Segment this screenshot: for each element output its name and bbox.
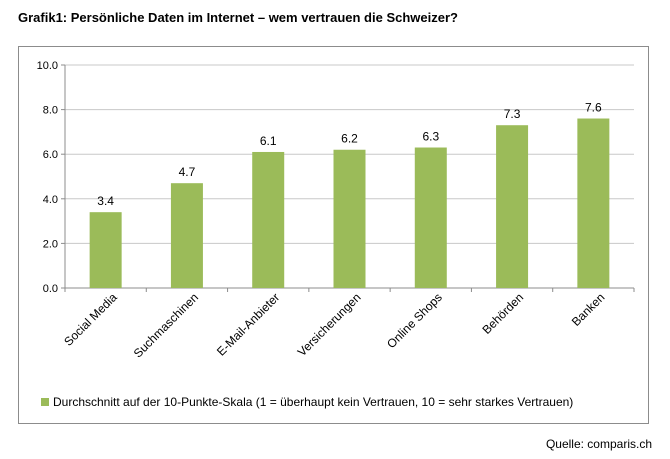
data-label: 4.7 — [179, 165, 196, 179]
y-tick-label: 10.0 — [37, 60, 58, 72]
chart-title: Grafik1: Persönliche Daten im Internet –… — [18, 10, 458, 25]
y-tick-label: 6.0 — [43, 149, 58, 161]
y-tick-label: 4.0 — [43, 194, 58, 206]
x-tick-label: E-Mail-Anbieter — [214, 290, 282, 358]
bar — [170, 183, 203, 288]
source-note: Quelle: comparis.ch — [545, 437, 652, 451]
y-tick-label: 8.0 — [43, 105, 58, 117]
bar — [252, 151, 285, 288]
data-label: 6.3 — [422, 130, 439, 144]
data-label: 3.4 — [97, 194, 114, 208]
chart-frame: 0.0 2.0 4.0 6.0 8.0 10.0 3.4 Social Media 4.7 Suc… — [18, 46, 649, 424]
x-tick-label: Online Shops — [384, 290, 445, 351]
x-tick-label: Social Media — [61, 290, 120, 349]
x-tick-label: Versicherungen — [295, 290, 364, 359]
data-label: 6.2 — [341, 132, 358, 146]
data-label: 7.6 — [585, 101, 602, 115]
bar — [414, 147, 447, 288]
bar — [496, 125, 529, 289]
legend-label: Durchschnitt auf der 10-Punkte-Skala (1 … — [53, 395, 574, 409]
y-tick-label: 0.0 — [43, 283, 58, 295]
bar — [577, 118, 610, 289]
data-label: 7.3 — [504, 107, 521, 121]
data-label: 6.1 — [260, 134, 277, 148]
bar — [89, 212, 122, 288]
legend: Durchschnitt auf der 10-Punkte-Skala (1 … — [41, 395, 573, 409]
bar-chart: 0.0 2.0 4.0 6.0 8.0 10.0 3.4 Social Media 4.7 Suc… — [37, 60, 635, 361]
y-tick-label: 2.0 — [43, 238, 58, 250]
x-tick-label: Behörden — [479, 290, 526, 337]
x-tick-label: Suchmaschinen — [131, 290, 201, 360]
bar — [333, 149, 366, 288]
legend-swatch — [41, 398, 49, 406]
x-tick-label: Banken — [569, 290, 608, 329]
